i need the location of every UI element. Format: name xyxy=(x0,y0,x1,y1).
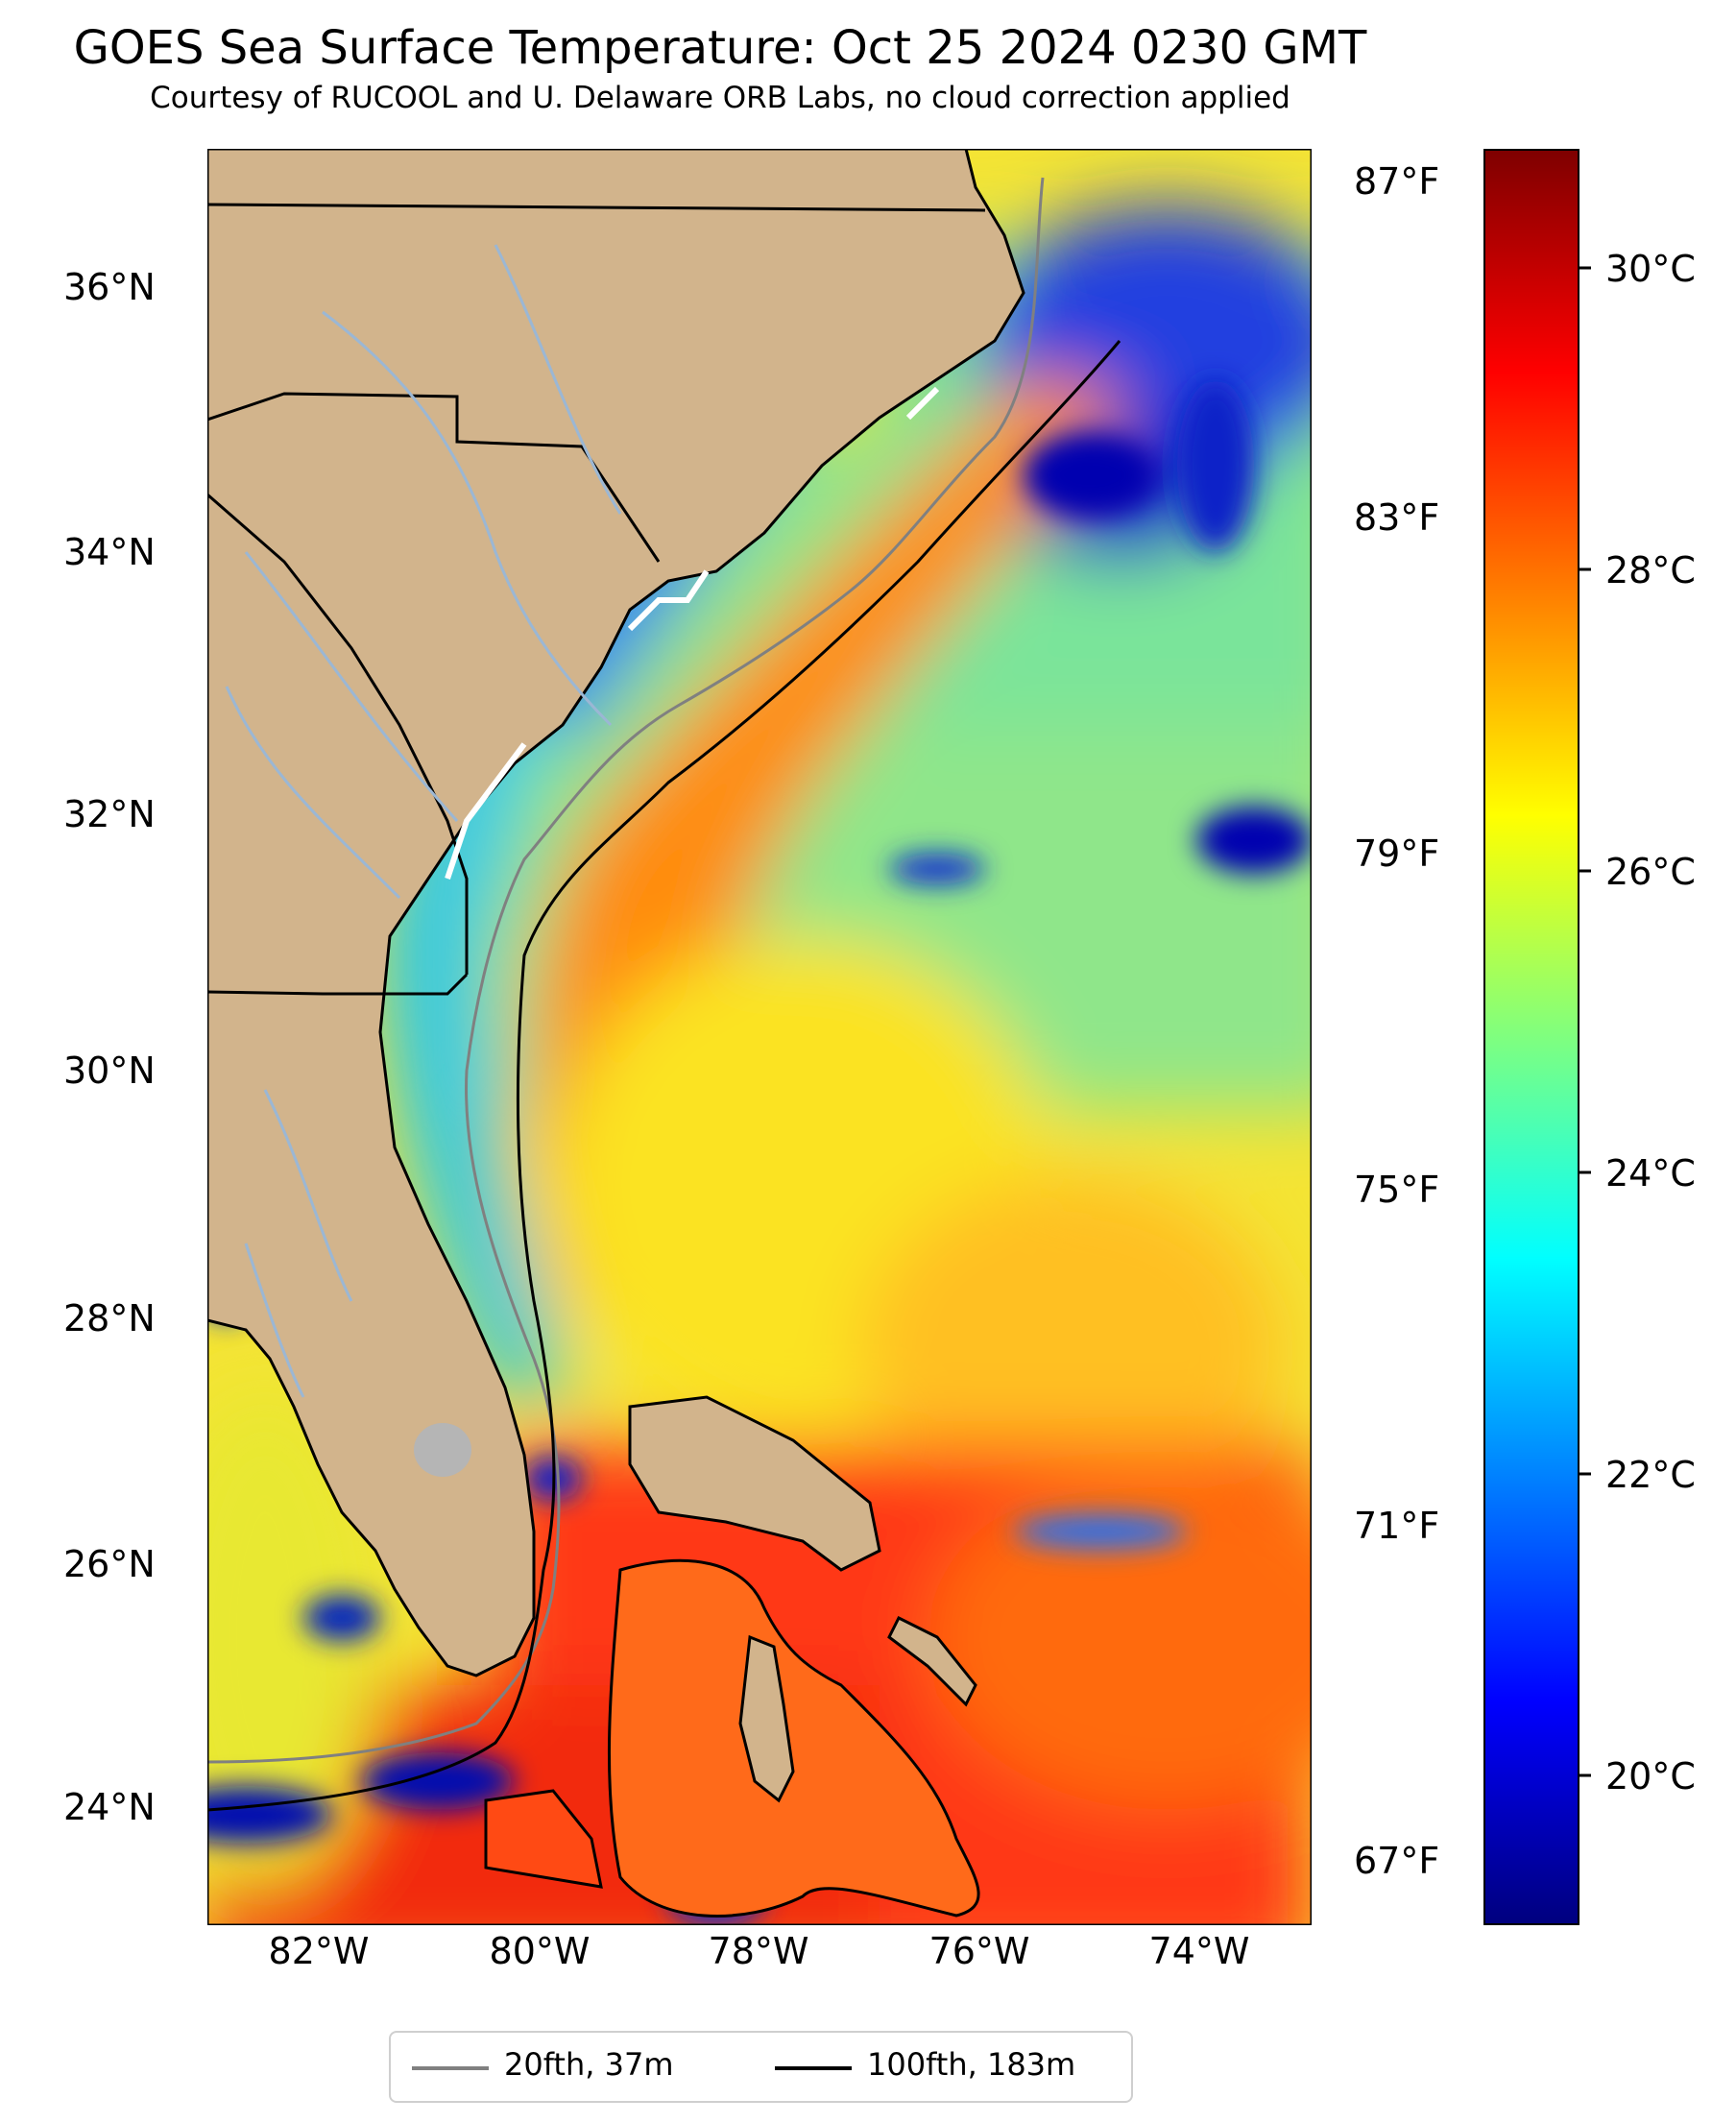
colorbar-label-22c: 22°C xyxy=(1605,1454,1696,1496)
legend-swatch-100fth xyxy=(775,2066,852,2070)
state-borders xyxy=(207,203,986,996)
isobath-100fth xyxy=(207,340,1121,1812)
fahrenheit-label-87: 87°F xyxy=(1354,160,1440,203)
eleuthera-island xyxy=(887,1615,977,1707)
lat-label-24n: 24°N xyxy=(63,1786,156,1828)
fahrenheit-label-67: 67°F xyxy=(1354,1840,1440,1882)
lon-label-82w: 82°W xyxy=(268,1930,370,1972)
legend-swatch-20fth xyxy=(412,2066,489,2070)
lat-label-32n: 32°N xyxy=(63,793,156,835)
legend-label-100fth: 100fth, 183m xyxy=(867,2046,1076,2083)
lon-label-80w: 80°W xyxy=(489,1930,591,1972)
sst-map xyxy=(207,149,1312,1925)
colorbar-label-28c: 28°C xyxy=(1605,549,1696,591)
fahrenheit-label-71: 71°F xyxy=(1354,1505,1440,1547)
lon-label-74w: 74°W xyxy=(1148,1930,1250,1972)
colorbar-label-24c: 24°C xyxy=(1605,1152,1696,1194)
fahrenheit-label-83: 83°F xyxy=(1354,496,1440,539)
lat-label-28n: 28°N xyxy=(63,1297,156,1339)
temperature-colorbar xyxy=(1483,149,1579,1925)
fahrenheit-label-79: 79°F xyxy=(1354,832,1440,875)
lat-label-34n: 34°N xyxy=(63,531,156,573)
colorbar-ticks xyxy=(1579,266,1591,1777)
map-title: GOES Sea Surface Temperature: Oct 25 202… xyxy=(73,21,1367,75)
lat-label-26n: 26°N xyxy=(63,1543,156,1585)
colorbar-label-20c: 20°C xyxy=(1605,1755,1696,1797)
rivers xyxy=(225,244,622,1398)
contour-legend: 20fth, 37m 100fth, 183m xyxy=(389,2031,1133,2103)
map-subtitle: Courtesy of RUCOOL and U. Delaware ORB L… xyxy=(150,81,1290,115)
lat-label-30n: 30°N xyxy=(63,1049,156,1092)
bahamas-great-bank xyxy=(607,1558,980,1918)
bahamas-little-bank xyxy=(628,1395,881,1572)
isobath-20fth xyxy=(207,177,1045,1764)
land-southeast-us xyxy=(207,149,1025,1677)
lake-okeechobee xyxy=(414,1423,471,1477)
coastal-no-data xyxy=(445,386,940,880)
andros-island xyxy=(738,1634,795,1803)
lon-label-78w: 78°W xyxy=(708,1930,809,1972)
lat-label-36n: 36°N xyxy=(63,266,156,308)
lon-label-76w: 76°W xyxy=(928,1930,1030,1972)
colorbar-label-30c: 30°C xyxy=(1605,248,1696,290)
cay-sal-bank xyxy=(484,1789,603,1889)
fahrenheit-label-75: 75°F xyxy=(1354,1169,1440,1211)
colorbar-label-26c: 26°C xyxy=(1605,851,1696,893)
legend-label-20fth: 20fth, 37m xyxy=(504,2046,674,2083)
